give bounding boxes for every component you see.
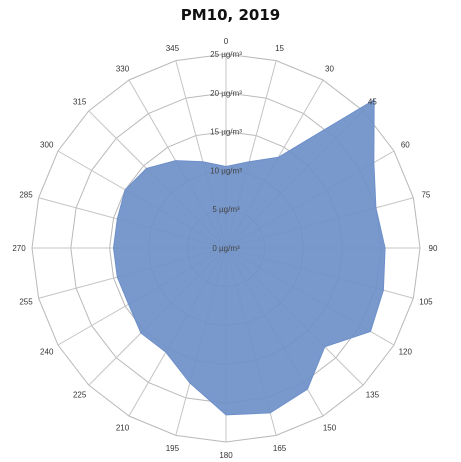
spoke-label: 165: [273, 444, 287, 453]
ring-label: 25 µg/m³: [210, 50, 242, 59]
spoke-labels: 0 15 30 45 60 75 90 105 120 135 150 165 180 195 210 225…: [12, 37, 438, 460]
spoke-label: 270: [12, 244, 26, 253]
spoke-label: 45: [368, 98, 377, 107]
spoke-label: 135: [366, 390, 380, 399]
spoke-label: 30: [325, 65, 334, 74]
spoke-label: 240: [40, 348, 54, 357]
spoke-label: 180: [219, 451, 233, 460]
ring-label: 5 µg/m³: [212, 205, 240, 214]
ring-label: 10 µg/m³: [210, 166, 242, 175]
spoke-label: 90: [429, 244, 438, 253]
spoke-label: 75: [421, 190, 430, 199]
ring-labels: 0 µg/m³ 5 µg/m³ 10 µg/m³ 15 µg/m³ 20 µg/m³ 25…: [210, 50, 242, 253]
spoke-label: 300: [40, 141, 54, 150]
ring-label: 15 µg/m³: [210, 128, 242, 137]
spoke-label: 15: [275, 44, 284, 53]
ring-label: 0 µg/m³: [212, 244, 240, 253]
radar-series: [112, 98, 386, 416]
series-area: [112, 98, 386, 416]
chart-title: PM10, 2019: [180, 6, 281, 24]
spoke-label: 285: [19, 190, 33, 199]
spoke-label: 255: [19, 298, 33, 307]
spoke-label: 330: [116, 65, 130, 74]
spoke-label: 105: [419, 298, 433, 307]
spoke-label: 195: [166, 444, 180, 453]
spoke-label: 345: [166, 44, 180, 53]
ring-label: 20 µg/m³: [210, 89, 242, 98]
spoke-label: 225: [73, 390, 87, 399]
spoke-label: 0: [224, 37, 229, 46]
spoke-label: 60: [401, 141, 410, 150]
spoke-label: 210: [116, 423, 130, 432]
spoke-label: 120: [399, 348, 413, 357]
spoke-label: 315: [73, 98, 87, 107]
spoke-label: 150: [323, 423, 337, 432]
